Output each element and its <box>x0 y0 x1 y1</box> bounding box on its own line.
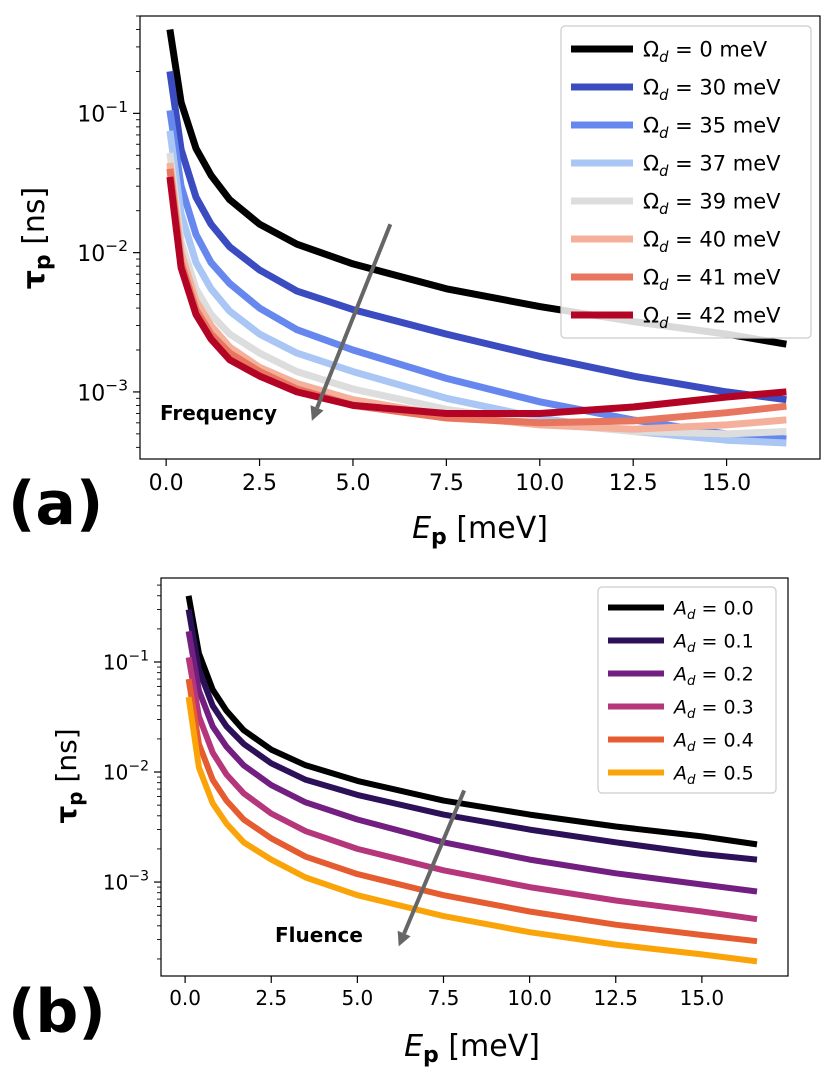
panel-a-series-line-1 <box>166 70 787 404</box>
panel-a-x-tick-label: 7.5 <box>429 471 464 496</box>
panel-a-legend-entry: Ωd = 37 meV <box>643 152 781 180</box>
panel-a-y-tick-label: 10−3 <box>77 376 128 406</box>
panel-b-legend-entry: Ad = 0.3 <box>672 696 754 722</box>
panel-a-ylabel-main: τ <box>17 270 52 289</box>
panel-b-series-line-3 <box>185 656 758 923</box>
panel-a-y-ticks: 10−3 10−2 10−1 <box>77 15 140 448</box>
panel-b-legend-entry: Ad = 0.0 <box>672 597 754 623</box>
panel-a-x-axis-label: Ep [meV] <box>412 511 548 550</box>
panel-a-annotation-arrow-shaft <box>315 223 393 409</box>
panel-a-legend-box <box>560 25 812 339</box>
panel-b-x-tick-label: 2.5 <box>255 986 287 1010</box>
panel-a-legend-entry: Ωd = 42 meV <box>643 304 781 332</box>
panel-b-y-ticks: 10−3 10−2 10−1 <box>103 584 161 960</box>
panel-b-series-layer <box>185 595 758 965</box>
panel-b-x-axis-label: Ep [meV] <box>404 1029 540 1068</box>
panel-a-annotation-text: Frequency <box>160 401 277 425</box>
panel-b-x-tick-label: 15.0 <box>680 986 725 1010</box>
panel-b-x-tick-label: 0.0 <box>169 986 201 1010</box>
panel-a-legend-entry: Ωd = 41 meV <box>643 266 781 294</box>
panel-b-legend-entry: Ad = 0.5 <box>672 762 754 788</box>
panel-a-x-tick-label: 5.0 <box>335 471 370 496</box>
panel-b-x-tick-label: 10.0 <box>507 986 552 1010</box>
panel-a-x-tick-label: 2.5 <box>242 471 277 496</box>
panel-a-legend: Ωd = 0 meV Ωd = 30 meV Ωd = 35 meV Ωd = 37 … <box>560 25 812 339</box>
panel-a-legend-entry: Ωd = 30 meV <box>643 76 781 104</box>
panel-a-x-tick-label: 0.0 <box>149 471 184 496</box>
panel-a-x-tick-label: 10.0 <box>515 471 564 496</box>
panel-b-series-line-2 <box>185 630 758 895</box>
panel-b-y-tick-label: 10−1 <box>103 649 149 675</box>
panel-a-xlabel-sub: p <box>431 525 447 550</box>
panel-b-x-tick-label: 5.0 <box>341 986 373 1010</box>
panel-b-label: (b) <box>8 977 106 1047</box>
panel-b-annotation-arrow-head <box>397 930 411 947</box>
panel-b-annotation-text: Fluence <box>275 923 363 947</box>
panel-b: 0.0 2.5 5.0 7.5 10.0 12.5 15.0 10−3 10−2 10−1 Ad… <box>8 577 789 1068</box>
panel-b-xlabel-main: E <box>404 1029 423 1064</box>
panel-a-axes-frame <box>139 15 821 460</box>
panel-a-ylabel-sub: p <box>31 254 56 270</box>
panel-b-y-tick-label: 10−2 <box>103 759 149 785</box>
panel-b-x-tick-label: 7.5 <box>428 986 460 1010</box>
panel-b-x-ticks: 0.0 2.5 5.0 7.5 10.0 12.5 15.0 <box>169 976 724 1010</box>
panel-b-y-tick-label: 10−3 <box>103 869 149 895</box>
panel-b-legend: Ad = 0.0 Ad = 0.1 Ad = 0.2 Ad = 0.3 Ad = 0.4… <box>597 586 777 794</box>
panel-a-annotation: Frequency <box>160 223 393 425</box>
panel-a: 0.0 2.5 5.0 7.5 10.0 12.5 15.0 10−3 10−2 10−1 Ωd… <box>8 15 821 550</box>
panel-a-legend-entry: Ωd = 0 meV <box>643 38 768 66</box>
panel-b-series-line-5 <box>185 696 758 965</box>
panel-b-xlabel-unit: [meV] <box>439 1029 540 1064</box>
panel-a-series-line-7 <box>166 176 787 417</box>
panel-a-series-layer <box>166 28 787 447</box>
panel-a-x-ticks: 0.0 2.5 5.0 7.5 10.0 12.5 15.0 <box>149 459 751 496</box>
panel-a-legend-entry: Ωd = 39 meV <box>643 190 781 218</box>
panel-a-ylabel-unit: [ns] <box>17 187 52 255</box>
panel-b-y-axis-label: τp [ns] <box>50 728 87 823</box>
panel-a-y-tick-label: 10−2 <box>77 237 128 267</box>
panel-b-legend-entry: Ad = 0.2 <box>672 663 754 689</box>
panel-b-ylabel-sub: p <box>63 791 87 805</box>
panel-b-series-line-1 <box>185 608 758 863</box>
panel-b-legend-entry: Ad = 0.4 <box>672 729 754 755</box>
panel-b-annotation-arrow-shaft <box>402 789 467 935</box>
panel-b-series-line-4 <box>185 678 758 945</box>
panel-b-ylabel-main: τ <box>50 806 83 824</box>
panel-a-legend-entry: Ωd = 35 meV <box>643 114 781 142</box>
panel-b-ylabel-unit: [ns] <box>50 728 83 791</box>
panel-a-y-axis-label: τp [ns] <box>17 187 56 290</box>
panel-a-xlabel-main: E <box>412 511 431 546</box>
panel-b-xlabel-sub: p <box>423 1043 439 1068</box>
panel-b-x-tick-label: 12.5 <box>593 986 638 1010</box>
panel-b-annotation: Fluence <box>275 789 467 947</box>
panel-a-annotation-arrow-head <box>310 405 324 421</box>
panel-b-legend-entry: Ad = 0.1 <box>672 630 754 656</box>
panel-b-series-line-0 <box>185 595 758 848</box>
panel-a-legend-entry: Ωd = 40 meV <box>643 228 781 256</box>
panel-a-label: (a) <box>8 469 103 539</box>
panel-a-y-tick-label: 10−1 <box>77 98 128 128</box>
panel-a-xlabel-unit: [meV] <box>447 511 548 546</box>
panel-a-x-tick-label: 12.5 <box>609 471 658 496</box>
panel-a-x-tick-label: 15.0 <box>702 471 751 496</box>
